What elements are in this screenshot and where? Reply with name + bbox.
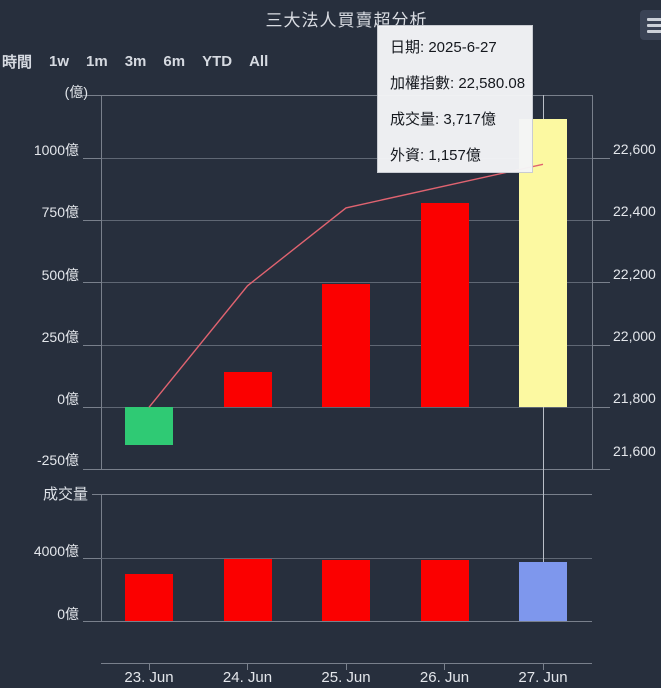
volume-left-tick xyxy=(83,620,101,622)
main-right-tick xyxy=(592,469,610,471)
volume-bar-26-jun[interactable] xyxy=(420,560,469,621)
main-right-axis-line xyxy=(591,95,593,470)
foreign-net-bar-25-jun[interactable] xyxy=(322,283,370,408)
main-right-tick xyxy=(592,282,610,284)
x-axis-tick xyxy=(542,663,544,670)
range-button-1m[interactable]: 1m xyxy=(86,53,108,70)
x-axis-tick xyxy=(148,663,150,670)
x-axis-tick xyxy=(444,663,445,670)
main-right-tick xyxy=(592,219,610,221)
main-left-tick xyxy=(83,282,101,284)
y-axis-unit-label: (億) xyxy=(64,84,88,100)
main-right-tick xyxy=(592,157,610,159)
main-left-tick xyxy=(83,157,101,159)
main-left-axis-line xyxy=(100,95,102,470)
volume-bar-23-jun[interactable] xyxy=(125,574,173,621)
x-axis-tick xyxy=(247,663,248,670)
volume-gridline xyxy=(101,557,592,559)
x-axis-label: 25. Jun xyxy=(321,669,371,686)
foreign-net-bar-23-jun[interactable] xyxy=(125,407,173,445)
tooltip-row-1: 加權指數: 22,580.08 xyxy=(390,75,526,92)
volume-bar-25-jun[interactable] xyxy=(322,559,370,621)
range-button-ytd[interactable]: YTD xyxy=(202,53,233,70)
x-axis-label: 24. Jun xyxy=(222,669,273,686)
main-right-axis-label: 22,600 xyxy=(613,141,656,158)
volume-baseline xyxy=(101,620,592,622)
main-right-tick xyxy=(592,344,610,346)
main-right-axis-label: 21,600 xyxy=(613,442,656,459)
main-left-axis-label: -250億 xyxy=(36,451,79,468)
range-button-all[interactable]: All xyxy=(249,53,269,70)
volume-left-tick xyxy=(83,557,101,559)
main-right-axis-label: 21,800 xyxy=(613,390,656,407)
main-left-tick xyxy=(83,219,101,221)
main-left-tick xyxy=(83,406,101,408)
x-axis-line xyxy=(101,662,592,664)
volume-title-label: 成交量 xyxy=(42,486,88,503)
range-button-1w[interactable]: 1w xyxy=(49,53,70,70)
range-button-3m[interactable]: 3m xyxy=(124,53,147,70)
volume-bar-27-jun[interactable] xyxy=(519,562,567,621)
main-plot-top-border xyxy=(79,94,592,96)
main-left-axis-label: 0億 xyxy=(57,391,79,408)
range-button-6m[interactable]: 6m xyxy=(163,53,186,70)
main-left-tick xyxy=(83,344,101,346)
main-left-axis-label: 1000億 xyxy=(33,142,79,159)
main-right-axis-label: 22,400 xyxy=(613,203,656,220)
x-axis-tick xyxy=(345,663,347,670)
x-axis-label: 27. Jun xyxy=(518,669,568,686)
main-plot-bottom-border xyxy=(101,469,592,471)
volume-axis-label: 4000億 xyxy=(33,542,79,559)
tooltip-row-3: 外資: 1,157億 xyxy=(390,147,481,164)
range-selector: 時間 1w 1m 3m 6m YTD All xyxy=(2,51,268,72)
volume-axis-label: 0億 xyxy=(57,605,79,622)
foreign-net-bar-24-jun[interactable] xyxy=(223,372,272,408)
tooltip-row-2: 成交量: 3,717億 xyxy=(390,111,496,128)
main-right-tick xyxy=(592,406,610,408)
main-left-axis-label: 250億 xyxy=(41,329,79,345)
volume-bar-24-jun[interactable] xyxy=(223,558,272,621)
main-right-axis-label: 22,000 xyxy=(613,328,656,344)
main-gridline xyxy=(101,157,592,159)
menu-button[interactable] xyxy=(640,10,661,40)
volume-plot-top-border xyxy=(92,493,592,495)
tooltip: 日期: 2025-6-27 加權指數: 22,580.08 成交量: 3,717億外… xyxy=(377,25,533,173)
main-left-axis-label: 500億 xyxy=(41,266,79,283)
tooltip-row-0: 日期: 2025-6-27 xyxy=(390,39,497,56)
x-axis-label: 23. Jun xyxy=(124,669,174,686)
x-axis-label: 26. Jun xyxy=(419,669,470,686)
main-right-axis-label: 22,200 xyxy=(613,265,656,282)
main-left-axis-label: 750億 xyxy=(41,204,79,221)
main-left-tick xyxy=(83,469,101,471)
foreign-net-bar-26-jun[interactable] xyxy=(420,202,469,408)
hamburger-icon xyxy=(647,17,661,33)
range-selector-label: 時間 xyxy=(2,54,33,71)
